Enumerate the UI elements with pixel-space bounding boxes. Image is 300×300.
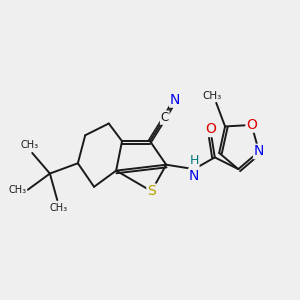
Text: N: N <box>170 93 180 107</box>
Text: O: O <box>205 122 216 136</box>
Text: S: S <box>147 184 156 198</box>
Text: O: O <box>246 118 257 132</box>
Text: N: N <box>189 169 200 183</box>
Text: H: H <box>190 154 199 167</box>
Text: CH₃: CH₃ <box>202 91 221 100</box>
Text: CH₃: CH₃ <box>50 203 68 213</box>
Text: CH₃: CH₃ <box>20 140 38 150</box>
Text: C: C <box>160 111 169 124</box>
Text: N: N <box>254 145 264 158</box>
Text: CH₃: CH₃ <box>8 185 27 195</box>
